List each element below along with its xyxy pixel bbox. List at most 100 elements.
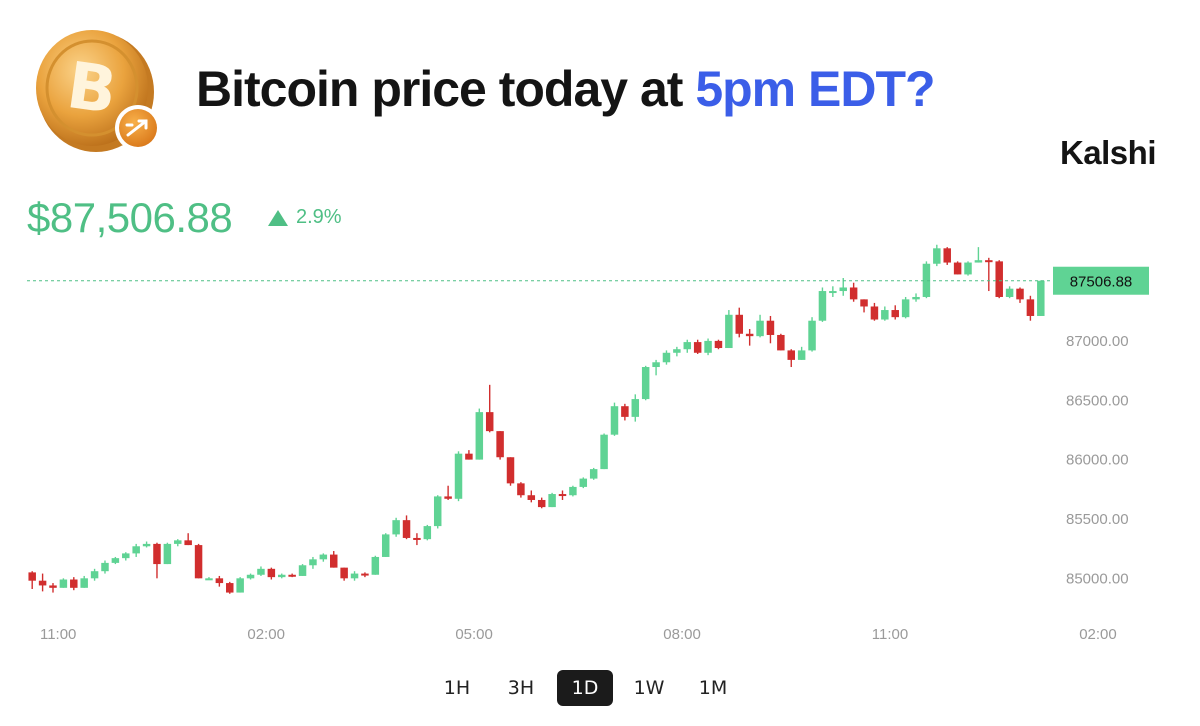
candle-body: [704, 340, 712, 353]
candle-body: [340, 567, 348, 579]
candle-body: [111, 558, 120, 563]
candle-body: [693, 342, 702, 353]
candle-body: [329, 554, 338, 568]
candle-body: [985, 260, 993, 263]
candle-body: [600, 434, 608, 470]
x-tick-label: 11:00: [40, 626, 76, 643]
candle-body: [288, 574, 296, 577]
brand-logo: Kalshi: [1059, 134, 1157, 171]
candle-body: [402, 520, 411, 538]
candle-body: [912, 296, 920, 300]
candle-body: [38, 580, 47, 586]
candle-body: [569, 486, 577, 496]
candle-body: [381, 534, 390, 557]
candle-body: [621, 406, 629, 417]
candle-body: [350, 573, 359, 579]
candle-body: [829, 291, 837, 294]
candle-body: [184, 540, 192, 546]
candle-body: [797, 350, 806, 360]
candle-body: [579, 478, 588, 487]
current-price-badge: [1053, 266, 1149, 295]
candle-body: [683, 342, 692, 350]
x-tick-label: 05:00: [455, 626, 493, 643]
candle-body: [943, 248, 951, 263]
timeframe-1h[interactable]: 1H: [443, 677, 471, 699]
candle-body: [631, 399, 640, 417]
candle-body: [527, 495, 536, 500]
candle-body: [725, 314, 733, 349]
candle-body: [444, 496, 452, 499]
candle-body: [475, 412, 484, 460]
candle-body: [808, 320, 816, 351]
candle-body: [548, 494, 556, 508]
candle-body: [714, 340, 723, 349]
candle-body: [974, 260, 983, 263]
candle-body: [787, 350, 795, 360]
candle-body: [1016, 288, 1024, 300]
timeframe-1d[interactable]: 1D: [557, 670, 613, 706]
candle-body: [153, 543, 161, 565]
svg-text:B: B: [63, 49, 122, 129]
candle-body: [537, 499, 546, 508]
candle-body: [995, 261, 1003, 297]
candle-body: [298, 565, 307, 576]
candle-body: [413, 537, 421, 540]
candle-body: [953, 262, 962, 275]
candle-body: [28, 572, 36, 581]
candle-body: [1037, 280, 1045, 316]
candle-body: [122, 553, 130, 559]
title-accent: 5pm EDT?: [695, 61, 935, 117]
current-price-label: 87506.88: [1070, 274, 1133, 291]
candle-body: [267, 568, 276, 578]
candle-body: [215, 578, 224, 584]
candle-body: [132, 546, 140, 554]
candle-body: [933, 248, 941, 264]
candle-body: [80, 578, 88, 588]
candle-body: [922, 263, 931, 297]
candle-body: [558, 494, 567, 497]
candle-body: [174, 540, 182, 544]
timeframe-selector: 1H 3H 1D 1W 1M: [0, 670, 1170, 706]
x-tick-label: 02:00: [1079, 626, 1117, 643]
page-title: Bitcoin price today at 5pm EDT?: [196, 60, 936, 118]
candle-body: [423, 526, 432, 540]
candle-body: [371, 556, 380, 575]
candle-body: [756, 320, 764, 337]
candle-body: [517, 483, 525, 496]
candle-body: [1005, 288, 1014, 297]
candle-body: [309, 559, 317, 566]
candle-body: [278, 574, 286, 578]
y-tick-label: 86000.00: [1066, 452, 1129, 469]
candle-body: [589, 469, 598, 479]
candle-body: [226, 583, 234, 593]
candle-body: [485, 412, 494, 432]
candle-body: [1026, 299, 1035, 316]
candle-body: [59, 579, 68, 588]
candle-body: [964, 262, 972, 275]
price-chart: 87506.88 85000.00 85500.00 86000.00 86500.00…: [27, 244, 1149, 643]
candle-body: [205, 578, 213, 581]
candle-body: [839, 287, 847, 292]
candle-body: [257, 568, 265, 575]
title-main: Bitcoin price today at: [196, 61, 696, 117]
candle-body: [745, 333, 754, 337]
candle-body: [433, 496, 442, 527]
candle-body: [860, 299, 868, 307]
candle-body: [70, 579, 78, 588]
x-tick-label: 11:00: [872, 626, 908, 643]
timeframe-3h[interactable]: 3H: [507, 677, 535, 699]
candle-body: [891, 310, 899, 318]
candle-body: [610, 406, 619, 435]
candle-body: [90, 571, 99, 579]
candle-body: [246, 574, 255, 579]
triangle-up-icon: [268, 209, 288, 226]
candle-body: [454, 453, 463, 499]
candle-body: [735, 314, 744, 334]
candle-body: [901, 299, 910, 318]
y-tick-label: 85500.00: [1066, 511, 1129, 528]
candle-body: [392, 520, 400, 535]
timeframe-1w[interactable]: 1W: [633, 677, 665, 699]
candle-body: [496, 431, 504, 458]
timeframe-1m[interactable]: 1M: [698, 677, 728, 699]
candle-body: [673, 349, 681, 353]
